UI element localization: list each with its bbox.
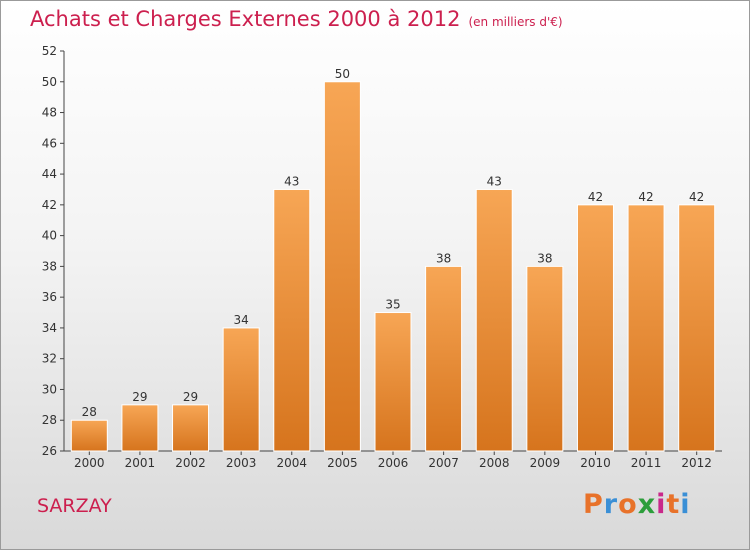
bar-value-label: 29 bbox=[132, 390, 147, 404]
logo-letter: i bbox=[680, 489, 691, 520]
bar-2002 bbox=[172, 404, 210, 452]
bar-value-label: 38 bbox=[537, 251, 552, 265]
y-tick-label: 26 bbox=[42, 444, 57, 458]
proxiti-logo: Proxiti bbox=[583, 489, 691, 520]
bar-2000 bbox=[70, 419, 108, 452]
logo-letter: P bbox=[583, 489, 604, 520]
x-tick-label: 2008 bbox=[479, 456, 510, 470]
y-tick-label: 40 bbox=[42, 229, 57, 243]
x-tick-label: 2004 bbox=[276, 456, 307, 470]
x-tick-label: 2012 bbox=[681, 456, 712, 470]
bar-value-label: 38 bbox=[436, 251, 451, 265]
bar-value-label: 28 bbox=[82, 405, 97, 419]
y-tick-label: 28 bbox=[42, 413, 57, 427]
logo-letter: r bbox=[603, 489, 619, 520]
x-tick-label: 2003 bbox=[226, 456, 257, 470]
bar-2009 bbox=[526, 265, 564, 452]
bar-2010 bbox=[576, 204, 614, 452]
x-tick-label: 2010 bbox=[580, 456, 611, 470]
x-tick-label: 2007 bbox=[428, 456, 459, 470]
x-tick-label: 2006 bbox=[378, 456, 409, 470]
y-tick-label: 32 bbox=[42, 352, 57, 366]
location-name: SARZAY bbox=[37, 495, 112, 517]
bar-value-label: 42 bbox=[689, 190, 704, 204]
logo-letter: x bbox=[637, 489, 657, 520]
bar-value-label: 34 bbox=[234, 313, 249, 327]
y-tick-label: 38 bbox=[42, 259, 57, 273]
x-tick-label: 2001 bbox=[125, 456, 156, 470]
x-tick-label: 2000 bbox=[74, 456, 105, 470]
bar-2011 bbox=[627, 204, 665, 452]
chart-title-text: Achats et Charges Externes 2000 à 2012 bbox=[30, 7, 461, 31]
logo-letter: t bbox=[666, 489, 681, 520]
bar-value-label: 43 bbox=[284, 174, 299, 188]
bar-2004 bbox=[273, 188, 311, 452]
y-tick-label: 52 bbox=[42, 44, 57, 58]
y-tick-label: 46 bbox=[42, 136, 57, 150]
x-tick-label: 2002 bbox=[175, 456, 206, 470]
chart-unit: (en milliers d'€) bbox=[468, 15, 563, 29]
y-tick-label: 48 bbox=[42, 106, 57, 120]
bar-value-label: 29 bbox=[183, 390, 198, 404]
bar-2007 bbox=[425, 265, 463, 452]
logo-letter: o bbox=[618, 489, 638, 520]
bar-2008 bbox=[475, 188, 513, 452]
bar-value-label: 42 bbox=[588, 190, 603, 204]
x-tick-label: 2011 bbox=[631, 456, 662, 470]
y-tick-label: 42 bbox=[42, 198, 57, 212]
y-tick-label: 50 bbox=[42, 75, 57, 89]
y-tick-label: 34 bbox=[42, 321, 57, 335]
logo-letter: i bbox=[656, 489, 667, 520]
bar-value-label: 50 bbox=[335, 67, 350, 81]
x-tick-label: 2005 bbox=[327, 456, 358, 470]
bar-2005 bbox=[323, 81, 361, 452]
bar-value-label: 43 bbox=[487, 174, 502, 188]
bar-2012 bbox=[678, 204, 716, 452]
bar-2001 bbox=[121, 404, 159, 452]
bar-2003 bbox=[222, 327, 260, 452]
bar-2006 bbox=[374, 312, 412, 452]
y-tick-label: 30 bbox=[42, 382, 57, 396]
x-tick-label: 2009 bbox=[530, 456, 561, 470]
bar-value-label: 42 bbox=[638, 190, 653, 204]
y-tick-label: 44 bbox=[42, 167, 57, 181]
bar-value-label: 35 bbox=[385, 298, 400, 312]
chart-title: Achats et Charges Externes 2000 à 2012 (e… bbox=[30, 7, 563, 31]
y-tick-label: 36 bbox=[42, 290, 57, 304]
